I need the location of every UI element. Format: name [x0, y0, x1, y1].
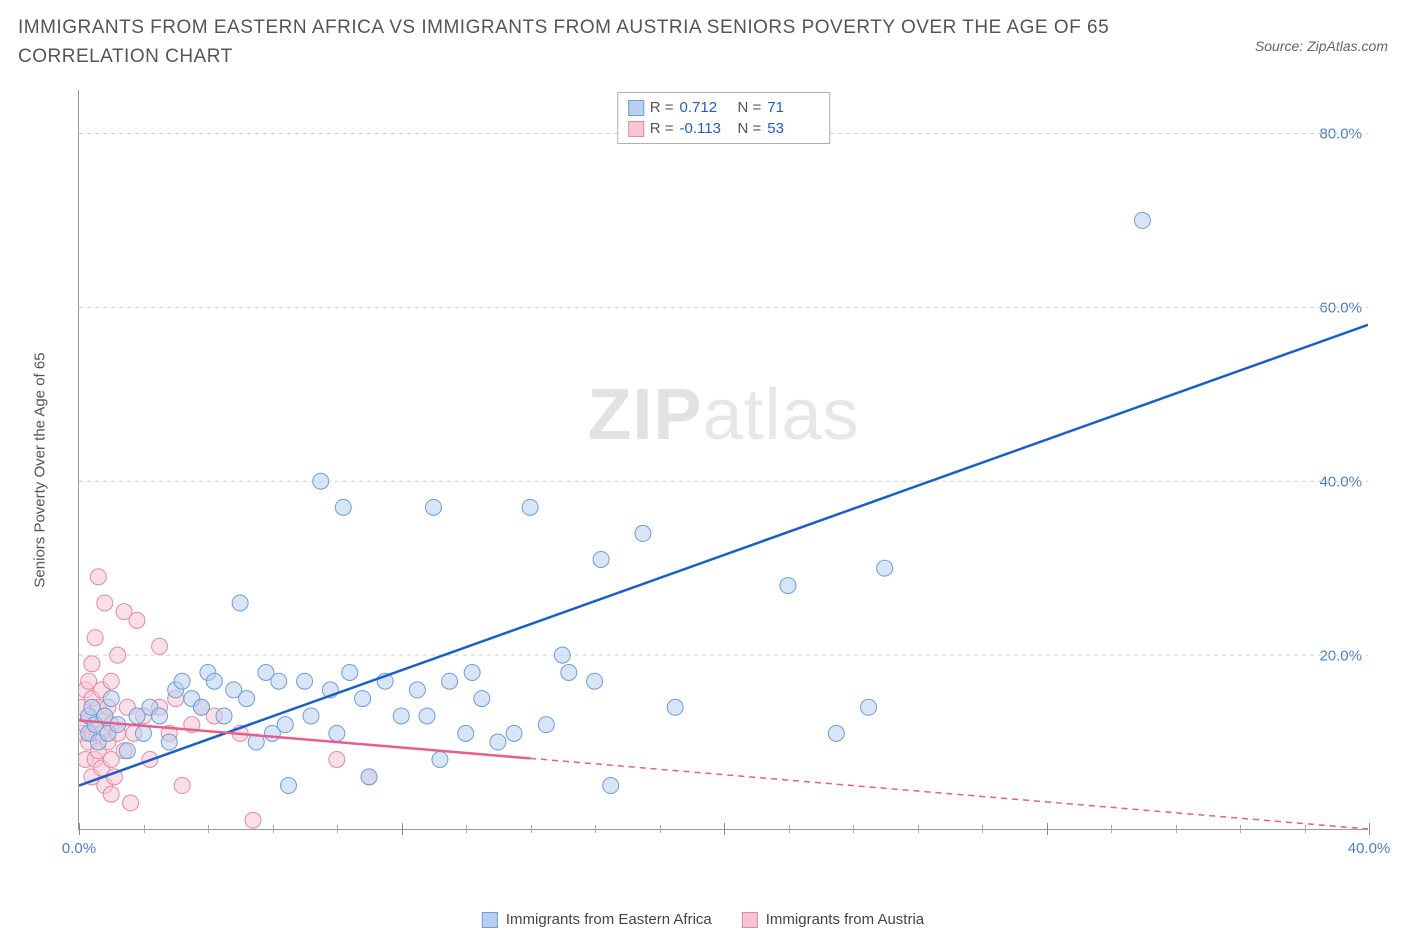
- scatter-point: [335, 499, 351, 515]
- scatter-point: [135, 725, 151, 741]
- swatch-series-1: [628, 100, 644, 116]
- swatch-series-2: [628, 121, 644, 137]
- scatter-point: [474, 691, 490, 707]
- scatter-point: [361, 769, 377, 785]
- scatter-point: [409, 682, 425, 698]
- scatter-point: [90, 569, 106, 585]
- chart-area: Seniors Poverty Over the Age of 65 ZIPat…: [50, 90, 1390, 850]
- scatter-point: [239, 691, 255, 707]
- scatter-point: [110, 647, 126, 663]
- chart-title: IMMIGRANTS FROM EASTERN AFRICA VS IMMIGR…: [18, 14, 1118, 71]
- scatter-point: [667, 699, 683, 715]
- scatter-point: [861, 699, 877, 715]
- scatter-point: [828, 725, 844, 741]
- scatter-point: [419, 708, 435, 724]
- scatter-point: [355, 691, 371, 707]
- scatter-point: [313, 473, 329, 489]
- n-value-1: 71: [767, 97, 819, 118]
- scatter-point: [303, 708, 319, 724]
- correlation-legend: R = 0.712 N = 71 R = -0.113 N = 53: [617, 92, 831, 144]
- legend-row-series-1: R = 0.712 N = 71: [628, 97, 820, 118]
- scatter-point: [603, 778, 619, 794]
- x-tick-label: 0.0%: [62, 840, 96, 857]
- legend-label-1: Immigrants from Eastern Africa: [506, 911, 712, 928]
- legend-item-1: Immigrants from Eastern Africa: [482, 911, 712, 928]
- legend-label-2: Immigrants from Austria: [766, 911, 924, 928]
- scatter-point: [329, 751, 345, 767]
- trend-line: [79, 325, 1368, 786]
- scatter-point: [206, 673, 222, 689]
- scatter-point: [522, 499, 538, 515]
- n-value-2: 53: [767, 118, 819, 139]
- scatter-point: [432, 751, 448, 767]
- scatter-point: [97, 595, 113, 611]
- source-label: Source: ZipAtlas.com: [1255, 38, 1388, 54]
- scatter-point: [780, 578, 796, 594]
- scatter-point: [161, 734, 177, 750]
- scatter-point: [271, 673, 287, 689]
- scatter-point: [635, 525, 651, 541]
- scatter-point: [506, 725, 522, 741]
- scatter-point: [297, 673, 313, 689]
- scatter-point: [87, 630, 103, 646]
- plot-svg: [79, 90, 1368, 829]
- scatter-point: [561, 665, 577, 681]
- scatter-point: [103, 691, 119, 707]
- scatter-point: [245, 812, 261, 828]
- scatter-point: [442, 673, 458, 689]
- scatter-point: [538, 717, 554, 733]
- legend-item-2: Immigrants from Austria: [742, 911, 924, 928]
- trend-line-extrapolated: [530, 758, 1368, 829]
- scatter-point: [174, 673, 190, 689]
- scatter-point: [174, 778, 190, 794]
- r-value-2: -0.113: [680, 118, 732, 139]
- scatter-point: [277, 717, 293, 733]
- scatter-point: [232, 595, 248, 611]
- scatter-point: [342, 665, 358, 681]
- scatter-point: [464, 665, 480, 681]
- scatter-point: [152, 708, 168, 724]
- scatter-point: [554, 647, 570, 663]
- scatter-point: [103, 786, 119, 802]
- scatter-point: [393, 708, 409, 724]
- scatter-point: [587, 673, 603, 689]
- scatter-point: [103, 673, 119, 689]
- scatter-point: [490, 734, 506, 750]
- scatter-point: [193, 699, 209, 715]
- scatter-point: [458, 725, 474, 741]
- scatter-point: [593, 551, 609, 567]
- scatter-point: [425, 499, 441, 515]
- scatter-point: [1134, 212, 1150, 228]
- plot-region: ZIPatlas R = 0.712 N = 71 R = -0.113 N =…: [78, 90, 1368, 830]
- swatch-series-2: [742, 912, 758, 928]
- scatter-point: [123, 795, 139, 811]
- scatter-point: [280, 778, 296, 794]
- scatter-point: [84, 656, 100, 672]
- x-tick-label: 40.0%: [1348, 840, 1391, 857]
- y-axis-label: Seniors Poverty Over the Age of 65: [32, 352, 49, 587]
- swatch-series-1: [482, 912, 498, 928]
- scatter-point: [152, 638, 168, 654]
- scatter-point: [877, 560, 893, 576]
- bottom-legend: Immigrants from Eastern Africa Immigrant…: [482, 911, 924, 928]
- r-value-1: 0.712: [680, 97, 732, 118]
- x-tick: [1369, 823, 1370, 835]
- scatter-point: [119, 743, 135, 759]
- scatter-point: [329, 725, 345, 741]
- scatter-point: [216, 708, 232, 724]
- scatter-point: [129, 612, 145, 628]
- legend-row-series-2: R = -0.113 N = 53: [628, 118, 820, 139]
